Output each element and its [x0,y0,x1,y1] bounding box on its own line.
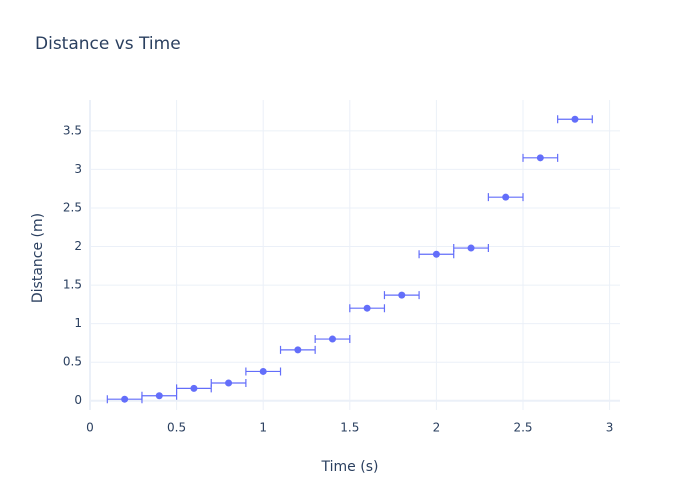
x-tick-label: 0.5 [167,421,186,435]
point [155,392,163,400]
point [121,395,129,403]
y-tick-label: 3.5 [63,123,82,137]
point [536,154,544,162]
x-tick-label: 1.5 [340,421,359,435]
point [259,367,267,375]
x-tick-label: 1 [259,421,267,435]
point [328,335,336,343]
point [294,346,302,354]
point [467,244,475,252]
y-tick-label: 3 [74,162,82,176]
y-axis-title: Distance (m) [30,213,46,303]
point [190,384,198,392]
x-axis-title: Time (s) [321,459,379,475]
point [502,193,510,201]
y-tick-label: 2.5 [63,200,82,214]
x-tick-label: 0 [86,421,94,435]
y-tick-label: 0.5 [63,355,82,369]
point [225,379,233,387]
y-tick-label: 0 [74,393,82,407]
point [571,115,579,123]
x-tick-label: 3 [606,421,614,435]
y-tick-label: 1 [74,316,82,330]
x-tick-label: 2.5 [513,421,532,435]
chart-title: Distance vs Time [35,34,181,54]
point [363,304,371,312]
y-tick-label: 2 [74,239,82,253]
point [398,291,406,299]
y-tick-label: 1.5 [63,278,82,292]
point [432,250,440,258]
x-tick-label: 2 [433,421,441,435]
